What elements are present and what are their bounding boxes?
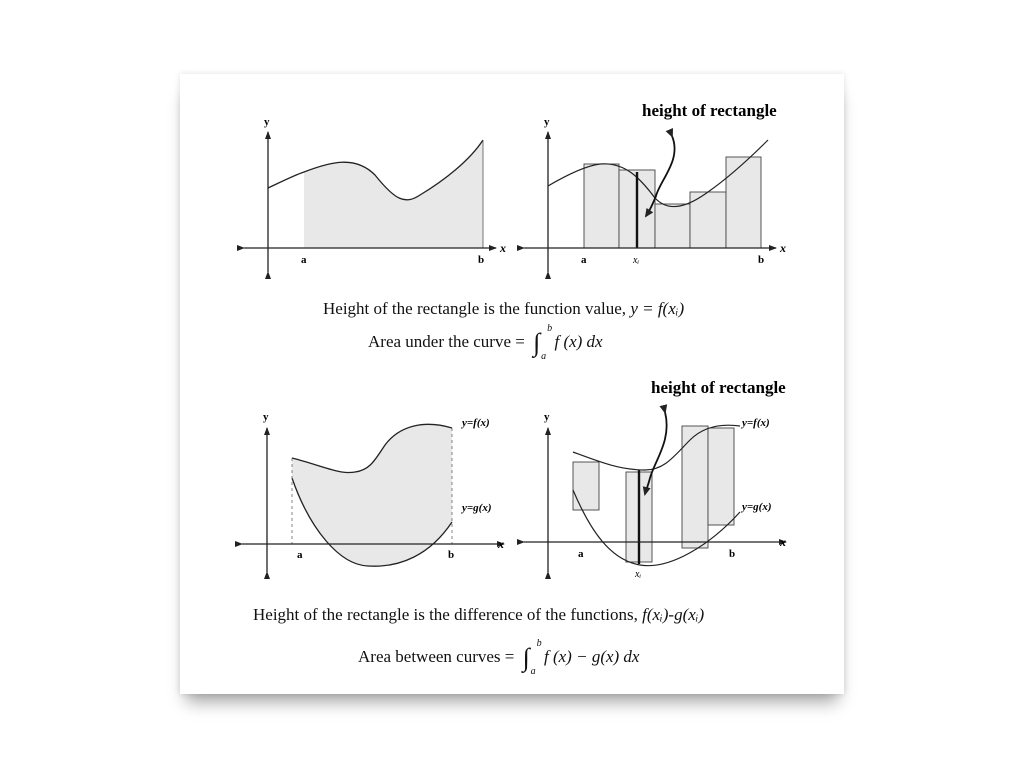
y-axis-label: y bbox=[264, 116, 270, 128]
a-label: a bbox=[301, 254, 307, 266]
y-axis-label: y bbox=[544, 116, 550, 128]
integral-sign: ∫ b a bbox=[533, 323, 553, 362]
lower-limit: a bbox=[541, 351, 547, 362]
g-curve bbox=[572, 489, 741, 567]
caption-text: Area between curves = bbox=[358, 646, 515, 666]
a-label: a bbox=[581, 254, 587, 266]
caption-text: Height of the rectangle is the differenc… bbox=[253, 605, 638, 624]
rectangle-3 bbox=[681, 425, 709, 549]
caption-top-line2: Area under the curve = ∫ b a f (x) dx bbox=[368, 323, 603, 362]
lower-limit: a bbox=[530, 666, 536, 677]
callout-label: height of rectangle bbox=[651, 378, 786, 397]
integral-sign: ∫ b a bbox=[522, 638, 542, 677]
panel-riemann-between-curves: height of rectangle y x a xᵢ b y=f(x) y=… bbox=[517, 378, 787, 580]
f-label: y=f(x) bbox=[460, 417, 490, 429]
b-label: b bbox=[758, 254, 764, 266]
upper-limit: b bbox=[547, 323, 553, 334]
caption-text: Area under the curve = bbox=[368, 331, 525, 351]
upper-limit: b bbox=[536, 638, 542, 649]
x-axis-label: x bbox=[497, 537, 504, 551]
x-axis-label: x bbox=[779, 535, 786, 549]
caption-bottom-line1: Height of the rectangle is the differenc… bbox=[253, 605, 704, 625]
a-label: a bbox=[578, 548, 584, 560]
caption-text: Height of the rectangle is the function … bbox=[323, 299, 627, 318]
x-axis-label: x bbox=[499, 241, 506, 255]
shaded-area bbox=[304, 140, 483, 248]
caption-bottom-line2: Area between curves = ∫ b a f (x) − g(x) d… bbox=[358, 638, 640, 677]
rectangle-5 bbox=[725, 156, 762, 249]
panel-area-under-curve: y x a b bbox=[237, 116, 506, 279]
g-label: y=g(x) bbox=[460, 502, 491, 514]
g-label: y=g(x) bbox=[740, 501, 771, 513]
caption-top-line1: Height of the rectangle is the function … bbox=[323, 299, 684, 319]
rectangle-1 bbox=[583, 163, 620, 249]
callout-arrow bbox=[644, 128, 676, 218]
a-label: a bbox=[297, 549, 303, 561]
xi-label: xᵢ bbox=[634, 569, 641, 580]
b-label: b bbox=[729, 548, 735, 560]
f-label: y=f(x) bbox=[740, 417, 770, 429]
caption-math: f(xᵢ)-g(xᵢ) bbox=[642, 605, 705, 624]
b-label: b bbox=[448, 549, 454, 561]
f-curve bbox=[291, 423, 453, 474]
function-curve bbox=[267, 139, 484, 201]
rectangle-4 bbox=[707, 427, 735, 526]
x-axis-label: x bbox=[779, 241, 786, 255]
panel-area-between-curves: y x a b y=f(x) y=g(x) bbox=[235, 411, 505, 579]
y-axis-label: y bbox=[263, 411, 269, 423]
shaded-area bbox=[292, 424, 452, 567]
y-axis-label: y bbox=[544, 411, 550, 423]
g-curve bbox=[291, 477, 453, 567]
b-label: b bbox=[478, 254, 484, 266]
panel-riemann-rectangles: height of rectangle y x a xᵢ b bbox=[517, 101, 786, 279]
rectangle-1 bbox=[572, 461, 600, 511]
callout-arrow bbox=[642, 404, 668, 496]
xi-label: xᵢ bbox=[632, 255, 639, 266]
integrand: f (x) − g(x) dx bbox=[544, 646, 640, 666]
rectangle-3 bbox=[654, 203, 691, 249]
caption-math: y = f(xᵢ) bbox=[630, 299, 685, 318]
integrand: f (x) dx bbox=[554, 331, 603, 351]
callout-label: height of rectangle bbox=[642, 101, 777, 120]
